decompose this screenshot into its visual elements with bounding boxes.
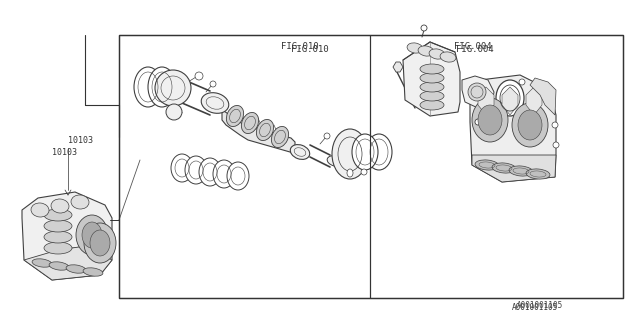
Circle shape bbox=[552, 122, 558, 128]
Ellipse shape bbox=[420, 82, 444, 92]
Ellipse shape bbox=[472, 98, 508, 142]
Ellipse shape bbox=[271, 126, 289, 148]
Ellipse shape bbox=[420, 64, 444, 74]
Text: FIG.010: FIG.010 bbox=[281, 42, 319, 51]
Ellipse shape bbox=[352, 134, 378, 170]
Ellipse shape bbox=[82, 222, 102, 248]
Ellipse shape bbox=[49, 262, 69, 270]
Ellipse shape bbox=[496, 80, 524, 116]
Ellipse shape bbox=[509, 166, 533, 176]
Ellipse shape bbox=[429, 49, 445, 59]
Ellipse shape bbox=[90, 230, 110, 256]
Polygon shape bbox=[24, 246, 112, 280]
Polygon shape bbox=[222, 105, 295, 155]
Ellipse shape bbox=[347, 169, 353, 177]
Ellipse shape bbox=[32, 259, 52, 267]
Polygon shape bbox=[22, 192, 112, 280]
Circle shape bbox=[553, 142, 559, 148]
Text: 10103: 10103 bbox=[68, 135, 93, 145]
Ellipse shape bbox=[241, 112, 259, 133]
Ellipse shape bbox=[420, 100, 444, 110]
Polygon shape bbox=[472, 155, 556, 182]
Ellipse shape bbox=[291, 145, 310, 159]
Ellipse shape bbox=[327, 156, 343, 166]
Ellipse shape bbox=[512, 103, 548, 147]
Ellipse shape bbox=[71, 195, 89, 209]
Polygon shape bbox=[403, 42, 460, 116]
Ellipse shape bbox=[257, 119, 274, 140]
Ellipse shape bbox=[171, 154, 193, 182]
Text: A001001105: A001001105 bbox=[517, 301, 563, 310]
Bar bbox=[119, 35, 623, 298]
Ellipse shape bbox=[492, 163, 516, 173]
Ellipse shape bbox=[199, 158, 221, 186]
Ellipse shape bbox=[227, 106, 244, 126]
Ellipse shape bbox=[201, 93, 228, 113]
Ellipse shape bbox=[134, 67, 162, 107]
Polygon shape bbox=[502, 87, 518, 115]
Polygon shape bbox=[530, 78, 556, 115]
Ellipse shape bbox=[526, 169, 550, 179]
Ellipse shape bbox=[361, 169, 367, 175]
Ellipse shape bbox=[227, 162, 249, 190]
Ellipse shape bbox=[148, 67, 176, 107]
Ellipse shape bbox=[44, 242, 72, 254]
Ellipse shape bbox=[66, 265, 86, 273]
Ellipse shape bbox=[44, 231, 72, 243]
Ellipse shape bbox=[421, 25, 427, 31]
Ellipse shape bbox=[166, 104, 182, 120]
Ellipse shape bbox=[475, 119, 481, 125]
Ellipse shape bbox=[475, 160, 499, 170]
Polygon shape bbox=[462, 76, 494, 108]
Circle shape bbox=[519, 79, 525, 85]
Text: FIG.004: FIG.004 bbox=[454, 42, 492, 51]
Polygon shape bbox=[478, 87, 494, 115]
Ellipse shape bbox=[366, 134, 392, 170]
Ellipse shape bbox=[478, 105, 502, 135]
Ellipse shape bbox=[324, 133, 330, 139]
Ellipse shape bbox=[185, 156, 207, 184]
Ellipse shape bbox=[44, 209, 72, 221]
Ellipse shape bbox=[407, 43, 423, 53]
Text: 10103: 10103 bbox=[52, 148, 77, 156]
Text: FIG.010: FIG.010 bbox=[291, 45, 329, 54]
Text: A001001105: A001001105 bbox=[512, 303, 558, 312]
Ellipse shape bbox=[440, 52, 456, 62]
Ellipse shape bbox=[83, 268, 103, 276]
Polygon shape bbox=[393, 62, 403, 72]
Ellipse shape bbox=[44, 220, 72, 232]
Ellipse shape bbox=[155, 70, 191, 106]
Ellipse shape bbox=[213, 160, 235, 188]
Ellipse shape bbox=[84, 223, 116, 263]
Ellipse shape bbox=[418, 46, 434, 56]
Ellipse shape bbox=[195, 72, 203, 80]
Ellipse shape bbox=[518, 110, 542, 140]
Ellipse shape bbox=[31, 203, 49, 217]
Bar bbox=[119, 35, 623, 298]
Polygon shape bbox=[470, 75, 556, 182]
Ellipse shape bbox=[210, 81, 216, 87]
Ellipse shape bbox=[76, 215, 108, 255]
Text: FIG.004: FIG.004 bbox=[456, 45, 494, 54]
Ellipse shape bbox=[468, 83, 486, 101]
Ellipse shape bbox=[332, 129, 368, 179]
Ellipse shape bbox=[51, 199, 69, 213]
Ellipse shape bbox=[420, 91, 444, 101]
Polygon shape bbox=[526, 87, 542, 115]
Ellipse shape bbox=[420, 73, 444, 83]
